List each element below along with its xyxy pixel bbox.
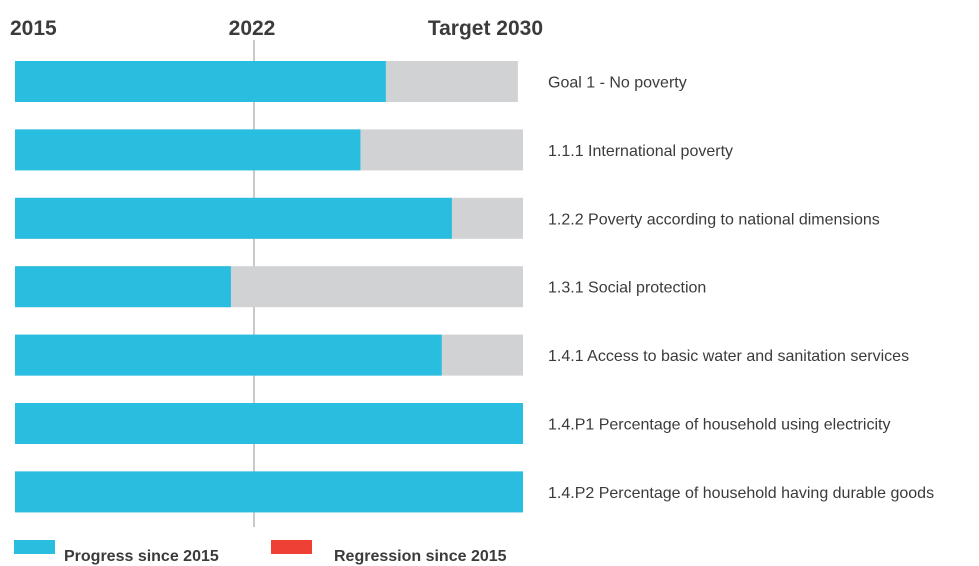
- bar-progress: [15, 266, 231, 308]
- bars-group: Goal 1 - No poverty 1.1.1 International p…: [15, 61, 934, 513]
- bar-progress: [15, 197, 452, 239]
- category-label: 1.4.P2 Percentage of household having du…: [548, 485, 934, 502]
- legend: Progress since 2015 Regression since 2015: [14, 540, 507, 565]
- bar-progress: [15, 334, 442, 376]
- scale-label-2022: 2022: [229, 17, 276, 40]
- bar-progress: [15, 129, 361, 171]
- category-label: 1.2.2 Poverty according to national dime…: [548, 211, 880, 228]
- category-label: 1.1.1 International poverty: [548, 143, 733, 160]
- legend-progress-label: Progress since 2015: [64, 548, 219, 565]
- bar-progress: [15, 61, 386, 102]
- bar-progress: [15, 471, 523, 513]
- legend-regression-label: Regression since 2015: [334, 548, 507, 565]
- scale-label-target-2030: Target 2030: [428, 17, 543, 40]
- category-label: Goal 1 - No poverty: [548, 75, 687, 92]
- category-label: 1.4.1 Access to basic water and sanitati…: [548, 348, 909, 365]
- scale-label-2015: 2015: [10, 17, 57, 40]
- legend-progress-swatch: [14, 540, 55, 554]
- category-label: 1.4.P1 Percentage of household using ele…: [548, 417, 890, 434]
- bar-progress: [15, 403, 523, 444]
- category-label: 1.3.1 Social protection: [548, 280, 706, 297]
- legend-regression-swatch: [271, 540, 312, 554]
